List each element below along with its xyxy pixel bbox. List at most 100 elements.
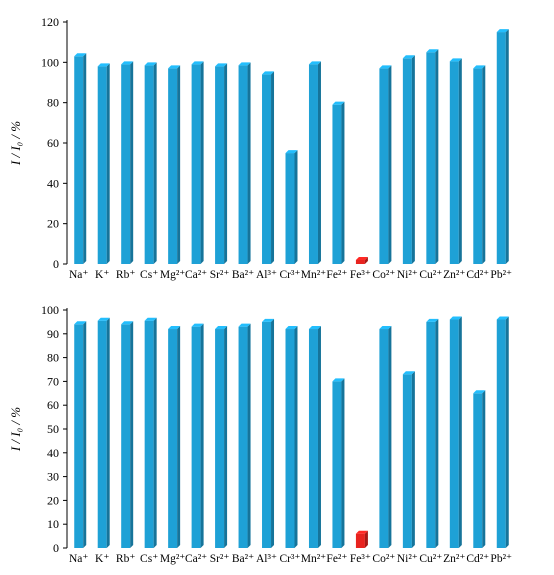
bar-7 bbox=[238, 62, 251, 264]
x-tick-label: Cd²⁺ bbox=[466, 553, 489, 565]
bar-side bbox=[317, 61, 321, 264]
bar-front bbox=[97, 320, 107, 548]
bar-front bbox=[144, 65, 154, 264]
bar-top bbox=[332, 101, 345, 105]
bar-side bbox=[411, 55, 415, 264]
bar-front bbox=[262, 74, 272, 264]
bar-12 bbox=[355, 256, 368, 264]
x-tick-label: Sr²⁺ bbox=[210, 269, 230, 281]
bar-side bbox=[153, 317, 157, 548]
chart-panel-top: 0 20 40 60 80 100 120 I / I₀ / % Na⁺ K⁺ Rb⁺ Cs⁺ Mg²⁺… bbox=[8, 15, 512, 281]
bar-11 bbox=[332, 101, 345, 264]
bar-top bbox=[215, 326, 228, 330]
x-tick-label: Ca²⁺ bbox=[185, 553, 207, 565]
y-tick-label: 60 bbox=[47, 398, 59, 412]
x-tick-label: Cr³⁺ bbox=[279, 553, 300, 565]
bar-front bbox=[215, 329, 225, 548]
bar-front bbox=[496, 319, 506, 548]
y-tick-label: 120 bbox=[41, 15, 59, 29]
y-axis-label: I / I₀ / % bbox=[8, 407, 23, 452]
bar-side bbox=[435, 318, 439, 548]
bar-side bbox=[106, 63, 110, 264]
x-tick-label: Cs⁺ bbox=[140, 269, 158, 281]
bar-front bbox=[121, 324, 131, 548]
bar-side bbox=[458, 316, 462, 548]
bar-side bbox=[341, 101, 345, 264]
x-tick-label: Cd²⁺ bbox=[466, 269, 489, 281]
bar-top bbox=[308, 61, 321, 65]
bar-top bbox=[144, 62, 157, 66]
bar-top bbox=[355, 256, 368, 260]
bar-side bbox=[130, 61, 134, 264]
bar-front bbox=[355, 259, 365, 264]
bar-top bbox=[238, 62, 251, 66]
bar-front bbox=[426, 321, 436, 548]
bar-side bbox=[83, 321, 87, 548]
bar-15 bbox=[426, 318, 439, 548]
bar-6 bbox=[215, 63, 228, 264]
x-tick-label: Ca²⁺ bbox=[185, 269, 207, 281]
x-tick-label: Fe³⁺ bbox=[350, 269, 371, 281]
bar-12 bbox=[355, 530, 368, 548]
bar-top bbox=[402, 55, 415, 59]
bar-front bbox=[191, 64, 201, 264]
y-tick-label: 20 bbox=[47, 493, 59, 507]
bar-6 bbox=[215, 326, 228, 548]
y-tick-label: 100 bbox=[41, 55, 59, 69]
y-tick-label: 80 bbox=[47, 351, 59, 365]
bar-5 bbox=[191, 323, 204, 548]
bar-side bbox=[247, 62, 251, 264]
x-tick-label: Mn²⁺ bbox=[301, 553, 327, 565]
bar-front bbox=[144, 320, 154, 548]
bar-top bbox=[191, 61, 204, 65]
bar-front bbox=[332, 381, 342, 548]
bar-1 bbox=[97, 63, 110, 264]
bar-2 bbox=[121, 61, 134, 264]
bar-side bbox=[106, 317, 110, 548]
bar-top bbox=[144, 317, 157, 321]
bar-front bbox=[168, 329, 178, 548]
x-tick-label: Co²⁺ bbox=[372, 553, 395, 565]
y-tick-label: 0 bbox=[53, 257, 59, 271]
x-tick-label: Rb⁺ bbox=[116, 553, 136, 565]
bar-front bbox=[355, 533, 365, 548]
bar-top bbox=[191, 323, 204, 327]
y-tick-label: 10 bbox=[47, 517, 59, 531]
bar-front bbox=[379, 329, 389, 548]
bar-13 bbox=[379, 326, 392, 548]
bar-side bbox=[271, 71, 275, 264]
bar-top bbox=[262, 318, 275, 322]
bar-top bbox=[473, 65, 486, 69]
bar-top bbox=[449, 316, 462, 320]
y-axis-label: I / I₀ / % bbox=[8, 121, 23, 166]
bar-front bbox=[402, 374, 412, 548]
bar-front bbox=[473, 393, 483, 548]
bar-front bbox=[74, 56, 84, 265]
bar-14 bbox=[402, 55, 415, 264]
bar-side bbox=[317, 326, 321, 548]
x-tick-label: Zn²⁺ bbox=[443, 553, 465, 565]
bar-top bbox=[308, 326, 321, 330]
y-tick-label: 0 bbox=[53, 541, 59, 555]
bar-17 bbox=[473, 390, 486, 548]
x-tick-label: Mg²⁺ bbox=[160, 553, 186, 565]
bar-top bbox=[355, 530, 368, 534]
bar-top bbox=[473, 390, 486, 394]
bar-front bbox=[121, 64, 131, 264]
bar-side bbox=[271, 318, 275, 548]
bar-top bbox=[97, 317, 110, 321]
bar-side bbox=[224, 63, 228, 264]
bar-side bbox=[224, 326, 228, 548]
bar-front bbox=[308, 64, 318, 264]
bar-5 bbox=[191, 61, 204, 264]
x-tick-label: Zn²⁺ bbox=[443, 269, 465, 281]
bar-top bbox=[168, 65, 181, 69]
bar-front bbox=[449, 61, 459, 265]
bar-18 bbox=[496, 29, 509, 265]
bar-top bbox=[238, 323, 251, 327]
x-tick-label: Al³⁺ bbox=[256, 269, 277, 281]
bar-15 bbox=[426, 49, 439, 264]
x-tick-label: Pb²⁺ bbox=[490, 269, 512, 281]
bar-top bbox=[496, 29, 509, 33]
bar-8 bbox=[262, 318, 275, 548]
